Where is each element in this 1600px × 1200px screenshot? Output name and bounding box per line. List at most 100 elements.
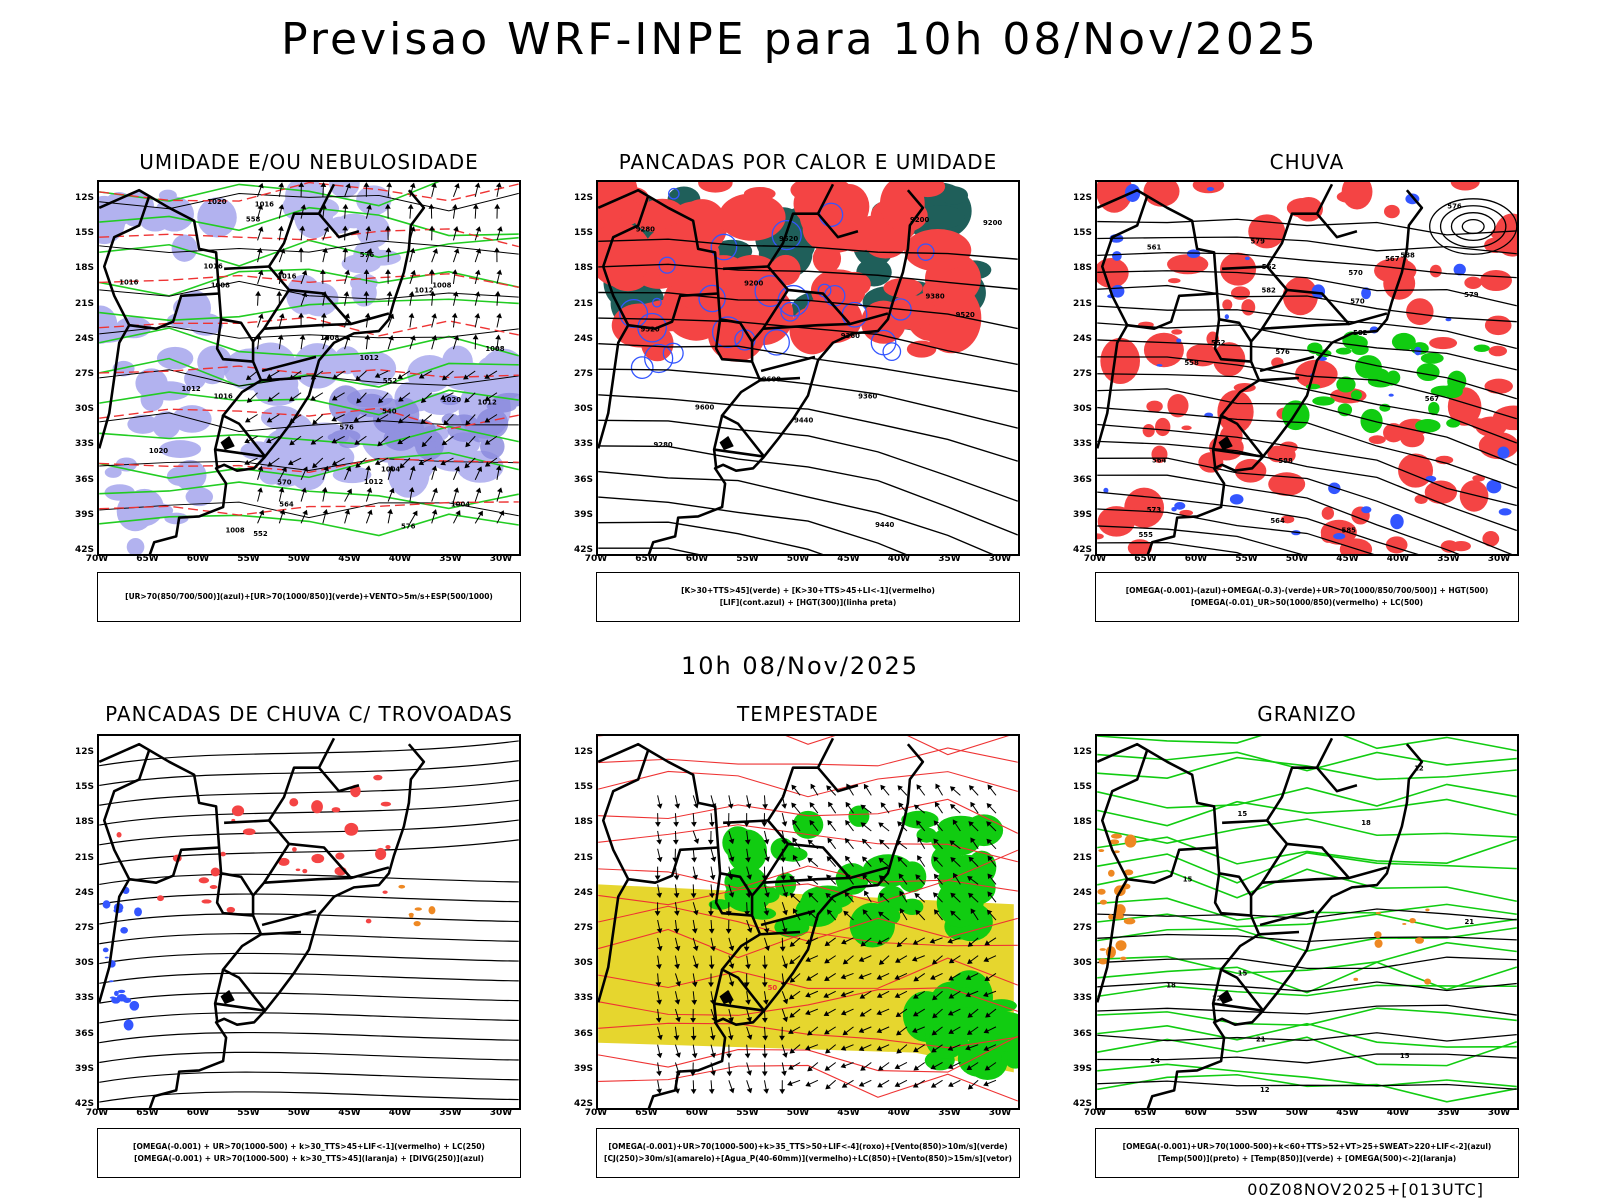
lat-tick-label: 27S: [573, 369, 593, 379]
contour-label: 567: [1385, 255, 1400, 263]
lat-tick-label: 33S: [573, 439, 593, 450]
geo-boundaries: [598, 183, 925, 554]
country-border: [1222, 819, 1268, 825]
legend-box-p6: [OMEGA(-0.001)+UR>70(1000-500)+k<60+TTS>…: [1095, 1128, 1519, 1178]
lat-tick-label: 18S: [573, 817, 593, 828]
lat-tick-label: 39S: [573, 509, 593, 520]
lon-tick-label: 30W: [1487, 1108, 1511, 1118]
lon-tick-label: 35W: [938, 1108, 961, 1118]
lon-tick-label: 70W: [1083, 1108, 1107, 1118]
lat-tick-label: 15S: [74, 228, 94, 239]
country-border: [712, 415, 724, 450]
contour-label: 1008: [432, 282, 451, 290]
contour-label: 570: [1350, 298, 1365, 306]
country-border: [816, 737, 835, 769]
lon-tick-label: 65W: [136, 554, 159, 564]
lat-tick-label: 42S: [1072, 1099, 1092, 1109]
country-border: [263, 876, 351, 884]
contour-label: 564: [1152, 457, 1167, 465]
contour-label: 15: [1238, 810, 1248, 818]
geo-boundaries: [99, 737, 426, 1108]
lat-tick-label: 42S: [573, 1099, 593, 1109]
lat-tick-label: 12S: [74, 193, 94, 203]
country-border: [766, 766, 889, 880]
map-panel-p6: 12 12 15 15 15 18 21 24 21 18 15 12: [1095, 734, 1519, 1110]
map-panel-p3: 585 582 579 576 573 570 567 564 561 588 588 582 579 5…: [1095, 180, 1519, 556]
country-border: [263, 322, 351, 330]
country-border: [712, 969, 724, 1004]
country-border: [712, 448, 765, 468]
panel-title-p1: UMIDADE E/OU NEBULOSIDADE: [139, 150, 479, 174]
lat-tick-label: 30S: [573, 404, 593, 415]
coastline: [647, 743, 925, 1108]
legend-box-p5: [OMEGA(-0.001)+UR>70(1000-500)+k>35_TTS>…: [596, 1128, 1020, 1178]
lat-tick-label: 15S: [74, 782, 94, 793]
lon-tick-label: 30W: [1487, 554, 1511, 564]
country-border: [102, 195, 151, 326]
geo-boundaries: [598, 737, 925, 1108]
contour-label: 15: [1400, 1052, 1410, 1060]
contour-label: 1016: [277, 273, 296, 281]
country-border: [723, 819, 769, 825]
contour-label: 9440: [875, 521, 894, 529]
contour-label: 1008: [320, 334, 339, 342]
lat-tick-label: 42S: [74, 1099, 94, 1109]
country-border: [1258, 930, 1300, 936]
temp850-contours: [1097, 736, 1517, 1103]
panel-title-p6: GRANIZO: [1257, 702, 1357, 726]
lake: [220, 436, 235, 451]
lat-tick-label: 30S: [74, 404, 94, 415]
lon-tick-label: 60W: [186, 1108, 210, 1118]
contour-label: 555: [1139, 531, 1154, 539]
omega500-orange-east: [1353, 908, 1432, 985]
contour-label: 9600: [695, 404, 714, 412]
run-timestamp: 00Z08NOV2025+[013UTC]: [1247, 1180, 1484, 1199]
lon-tick-label: 40W: [887, 1108, 911, 1118]
lat-tick-label: 15S: [573, 228, 593, 239]
contour-labels: 12 12 15 15 15 18 21 24 21 18 15 12: [1150, 765, 1474, 1094]
lon-tick-label: 45W: [837, 554, 860, 564]
lon-tick-label: 60W: [1184, 1108, 1208, 1118]
lat-tick-label: 24S: [573, 333, 593, 344]
lon-tick-label: 65W: [136, 1108, 159, 1118]
thunder-orange: [398, 884, 436, 927]
country-border: [99, 188, 267, 458]
lon-tick-label: 30W: [988, 554, 1012, 564]
panel-title-p4: PANCADAS DE CHUVA C/ TROVOADAS: [105, 702, 513, 726]
country-border: [762, 876, 850, 884]
lat-tick-label: 21S: [1072, 852, 1092, 863]
panel-title-p2: PANCADAS POR CALOR E UMIDADE: [618, 150, 998, 174]
contour-label: 579: [1464, 291, 1479, 299]
country-border: [215, 873, 254, 917]
lat-tick-label: 33S: [1072, 993, 1092, 1004]
lat-tick-label: 12S: [1072, 747, 1092, 757]
contour-label: 570: [1348, 269, 1363, 277]
country-border: [1259, 909, 1315, 927]
contour-label: 579: [1250, 237, 1265, 245]
contour-label: 1012: [360, 354, 379, 362]
geo-boundaries: [1097, 183, 1424, 554]
country-border: [1211, 1002, 1264, 1022]
contour-label: 564: [1270, 517, 1285, 525]
contour-label: 1016: [255, 200, 274, 208]
lon-tick-label: 70W: [85, 554, 109, 564]
country-border: [598, 742, 766, 1012]
country-border: [317, 183, 336, 215]
streamlines-250: [99, 740, 519, 1103]
lat-tick-label: 39S: [74, 509, 94, 520]
lon-tick-label: 50W: [1285, 1108, 1309, 1118]
legend-line: [OMEGA(-0.001)-(azul)+OMEGA(-0.3)-(verde…: [1125, 586, 1489, 595]
coastline: [1146, 189, 1424, 554]
lat-tick-label: 18S: [74, 817, 94, 828]
lake: [719, 990, 734, 1005]
contour-label: 552: [253, 530, 268, 538]
lon-tick-label: 40W: [388, 554, 412, 564]
legend-line: [OMEGA(-0.01)_UR>50(1000/850)(vermelho) …: [1190, 598, 1424, 607]
lon-tick-label: 45W: [338, 554, 361, 564]
country-border: [213, 1002, 266, 1022]
page-title: Previsao WRF-INPE para 10h 08/Nov/2025: [281, 14, 1319, 65]
country-border: [213, 415, 225, 450]
legend-line: [LIF](cont.azul) + [HGT(300)](linha pret…: [719, 598, 897, 607]
contour-label: 558: [1184, 359, 1199, 367]
